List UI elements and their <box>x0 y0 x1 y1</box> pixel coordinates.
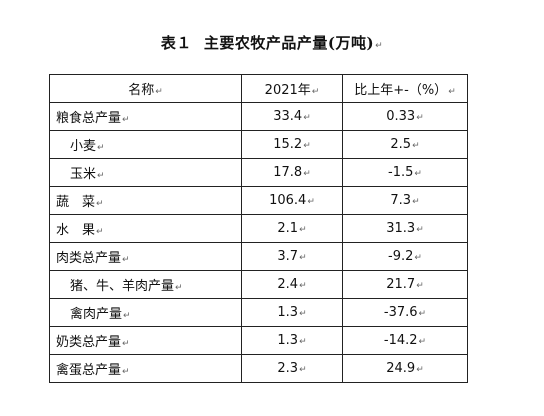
paragraph-mark-icon: ↵ <box>96 199 104 209</box>
cell-name: 粮食总产量↵ <box>50 103 242 131</box>
paragraph-mark-icon: ↵ <box>122 115 130 125</box>
cell-name: 肉类总产量↵ <box>50 243 242 271</box>
paragraph-mark-icon: ↵ <box>303 113 311 123</box>
header-change: 比上年+-（%）↵ <box>343 75 468 103</box>
cell-change: 0.33↵ <box>343 103 468 131</box>
paragraph-mark-icon: ↵ <box>299 365 307 375</box>
paragraph-mark-icon: ↵ <box>416 113 424 123</box>
paragraph-mark-icon: ↵ <box>155 87 163 97</box>
paragraph-mark-icon: ↵ <box>299 309 307 319</box>
cell-name: 玉米↵ <box>50 159 242 187</box>
production-table: 名称↵ 2021年↵ 比上年+-（%）↵ 粮食总产量↵ 33.4↵ 0.33↵ 小麦↵… <box>49 74 468 383</box>
paragraph-mark-icon: ↵ <box>419 309 427 319</box>
table-row: 猪、牛、羊肉产量↵ 2.4↵ 21.7↵ <box>50 271 468 299</box>
cell-value: 3.7↵ <box>242 243 343 271</box>
paragraph-mark-icon: ↵ <box>97 171 105 181</box>
cell-value: 1.3↵ <box>242 299 343 327</box>
paragraph-mark-icon: ↵ <box>303 169 311 179</box>
cell-name: 禽蛋总产量↵ <box>50 355 242 383</box>
paragraph-mark-icon: ↵ <box>416 225 424 235</box>
paragraph-mark-icon: ↵ <box>416 365 424 375</box>
cell-value: 2.4↵ <box>242 271 343 299</box>
paragraph-mark-icon: ↵ <box>412 197 420 207</box>
paragraph-mark-icon: ↵ <box>122 339 130 349</box>
paragraph-mark-icon: ↵ <box>307 197 315 207</box>
table-row: 玉米↵ 17.8↵ -1.5↵ <box>50 159 468 187</box>
cell-name: 水 果↵ <box>50 215 242 243</box>
cell-value: 15.2↵ <box>242 131 343 159</box>
table-row: 禽肉产量↵ 1.3↵ -37.6↵ <box>50 299 468 327</box>
table-row: 蔬 菜↵ 106.4↵ 7.3↵ <box>50 187 468 215</box>
paragraph-mark-icon: ↵ <box>122 367 130 377</box>
paragraph-mark-icon: ↵ <box>175 283 183 293</box>
table-row: 肉类总产量↵ 3.7↵ -9.2↵ <box>50 243 468 271</box>
paragraph-mark-icon: ↵ <box>375 41 383 51</box>
cell-value: 33.4↵ <box>242 103 343 131</box>
paragraph-mark-icon: ↵ <box>122 255 130 265</box>
header-name: 名称↵ <box>50 75 242 103</box>
table-row: 奶类总产量↵ 1.3↵ -14.2↵ <box>50 327 468 355</box>
cell-change: -9.2↵ <box>343 243 468 271</box>
paragraph-mark-icon: ↵ <box>412 141 420 151</box>
cell-change: -37.6↵ <box>343 299 468 327</box>
paragraph-mark-icon: ↵ <box>448 87 456 97</box>
cell-change: 2.5↵ <box>343 131 468 159</box>
cell-change: -1.5↵ <box>343 159 468 187</box>
table-number: 表１ <box>161 34 192 52</box>
paragraph-mark-icon: ↵ <box>96 227 104 237</box>
paragraph-mark-icon: ↵ <box>299 281 307 291</box>
table-row: 粮食总产量↵ 33.4↵ 0.33↵ <box>50 103 468 131</box>
table-row: 禽蛋总产量↵ 2.3↵ 24.9↵ <box>50 355 468 383</box>
paragraph-mark-icon: ↵ <box>312 87 320 97</box>
cell-value: 2.1↵ <box>242 215 343 243</box>
header-year: 2021年↵ <box>242 75 343 103</box>
cell-value: 1.3↵ <box>242 327 343 355</box>
table-caption: 主要农牧产品产量(万吨) <box>204 34 374 52</box>
paragraph-mark-icon: ↵ <box>414 253 422 263</box>
paragraph-mark-icon: ↵ <box>419 337 427 347</box>
cell-change: 24.9↵ <box>343 355 468 383</box>
table-body: 粮食总产量↵ 33.4↵ 0.33↵ 小麦↵ 15.2↵ 2.5↵ 玉米↵ 17.8↵ -1.5… <box>50 103 468 383</box>
cell-change: -14.2↵ <box>343 327 468 355</box>
cell-change: 31.3↵ <box>343 215 468 243</box>
table-title: 表１ 主要农牧产品产量(万吨)↵ <box>0 32 544 53</box>
paragraph-mark-icon: ↵ <box>299 337 307 347</box>
paragraph-mark-icon: ↵ <box>97 143 105 153</box>
paragraph-mark-icon: ↵ <box>299 253 307 263</box>
paragraph-mark-icon: ↵ <box>299 225 307 235</box>
cell-name: 奶类总产量↵ <box>50 327 242 355</box>
paragraph-mark-icon: ↵ <box>303 141 311 151</box>
paragraph-mark-icon: ↵ <box>414 169 422 179</box>
cell-value: 17.8↵ <box>242 159 343 187</box>
cell-change: 7.3↵ <box>343 187 468 215</box>
cell-name: 小麦↵ <box>50 131 242 159</box>
cell-name: 蔬 菜↵ <box>50 187 242 215</box>
cell-name: 猪、牛、羊肉产量↵ <box>50 271 242 299</box>
table-row: 水 果↵ 2.1↵ 31.3↵ <box>50 215 468 243</box>
table-row: 小麦↵ 15.2↵ 2.5↵ <box>50 131 468 159</box>
cell-value: 2.3↵ <box>242 355 343 383</box>
table-header-row: 名称↵ 2021年↵ 比上年+-（%）↵ <box>50 75 468 103</box>
paragraph-mark-icon: ↵ <box>416 281 424 291</box>
cell-value: 106.4↵ <box>242 187 343 215</box>
cell-change: 21.7↵ <box>343 271 468 299</box>
cell-name: 禽肉产量↵ <box>50 299 242 327</box>
paragraph-mark-icon: ↵ <box>123 311 131 321</box>
